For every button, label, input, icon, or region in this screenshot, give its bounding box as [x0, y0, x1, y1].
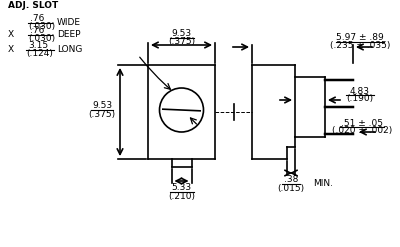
Text: 9.53: 9.53	[172, 29, 192, 39]
Text: WIDE: WIDE	[57, 19, 81, 27]
Text: DEEP: DEEP	[57, 30, 80, 40]
Text: .51 ± .05: .51 ± .05	[341, 119, 383, 127]
Text: LONG: LONG	[57, 45, 82, 55]
Text: 9.53: 9.53	[92, 102, 112, 110]
Text: .76: .76	[30, 15, 44, 23]
Text: (.210): (.210)	[168, 192, 195, 202]
Text: ADJ. SLOT: ADJ. SLOT	[8, 1, 58, 11]
Text: .76: .76	[30, 26, 44, 36]
Text: (.375): (.375)	[88, 110, 116, 120]
Text: 4.83: 4.83	[350, 86, 370, 96]
Text: (.030): (.030)	[28, 35, 55, 43]
Text: MIN.: MIN.	[313, 180, 333, 188]
Text: (.124): (.124)	[26, 49, 53, 59]
Text: (.190): (.190)	[346, 95, 374, 103]
Text: X: X	[8, 45, 14, 55]
Text: (.015): (.015)	[278, 185, 304, 193]
Text: 3.15: 3.15	[28, 41, 48, 50]
Text: X: X	[8, 30, 14, 40]
Text: (.235 ± .035): (.235 ± .035)	[330, 41, 390, 50]
Text: 5.97 ± .89: 5.97 ± .89	[336, 34, 384, 42]
Text: (.375): (.375)	[168, 38, 195, 46]
Text: 5.33: 5.33	[172, 184, 192, 192]
Text: (.020 ± .002): (.020 ± .002)	[332, 126, 392, 136]
Text: .38: .38	[284, 176, 298, 185]
Text: (.030): (.030)	[28, 22, 55, 32]
